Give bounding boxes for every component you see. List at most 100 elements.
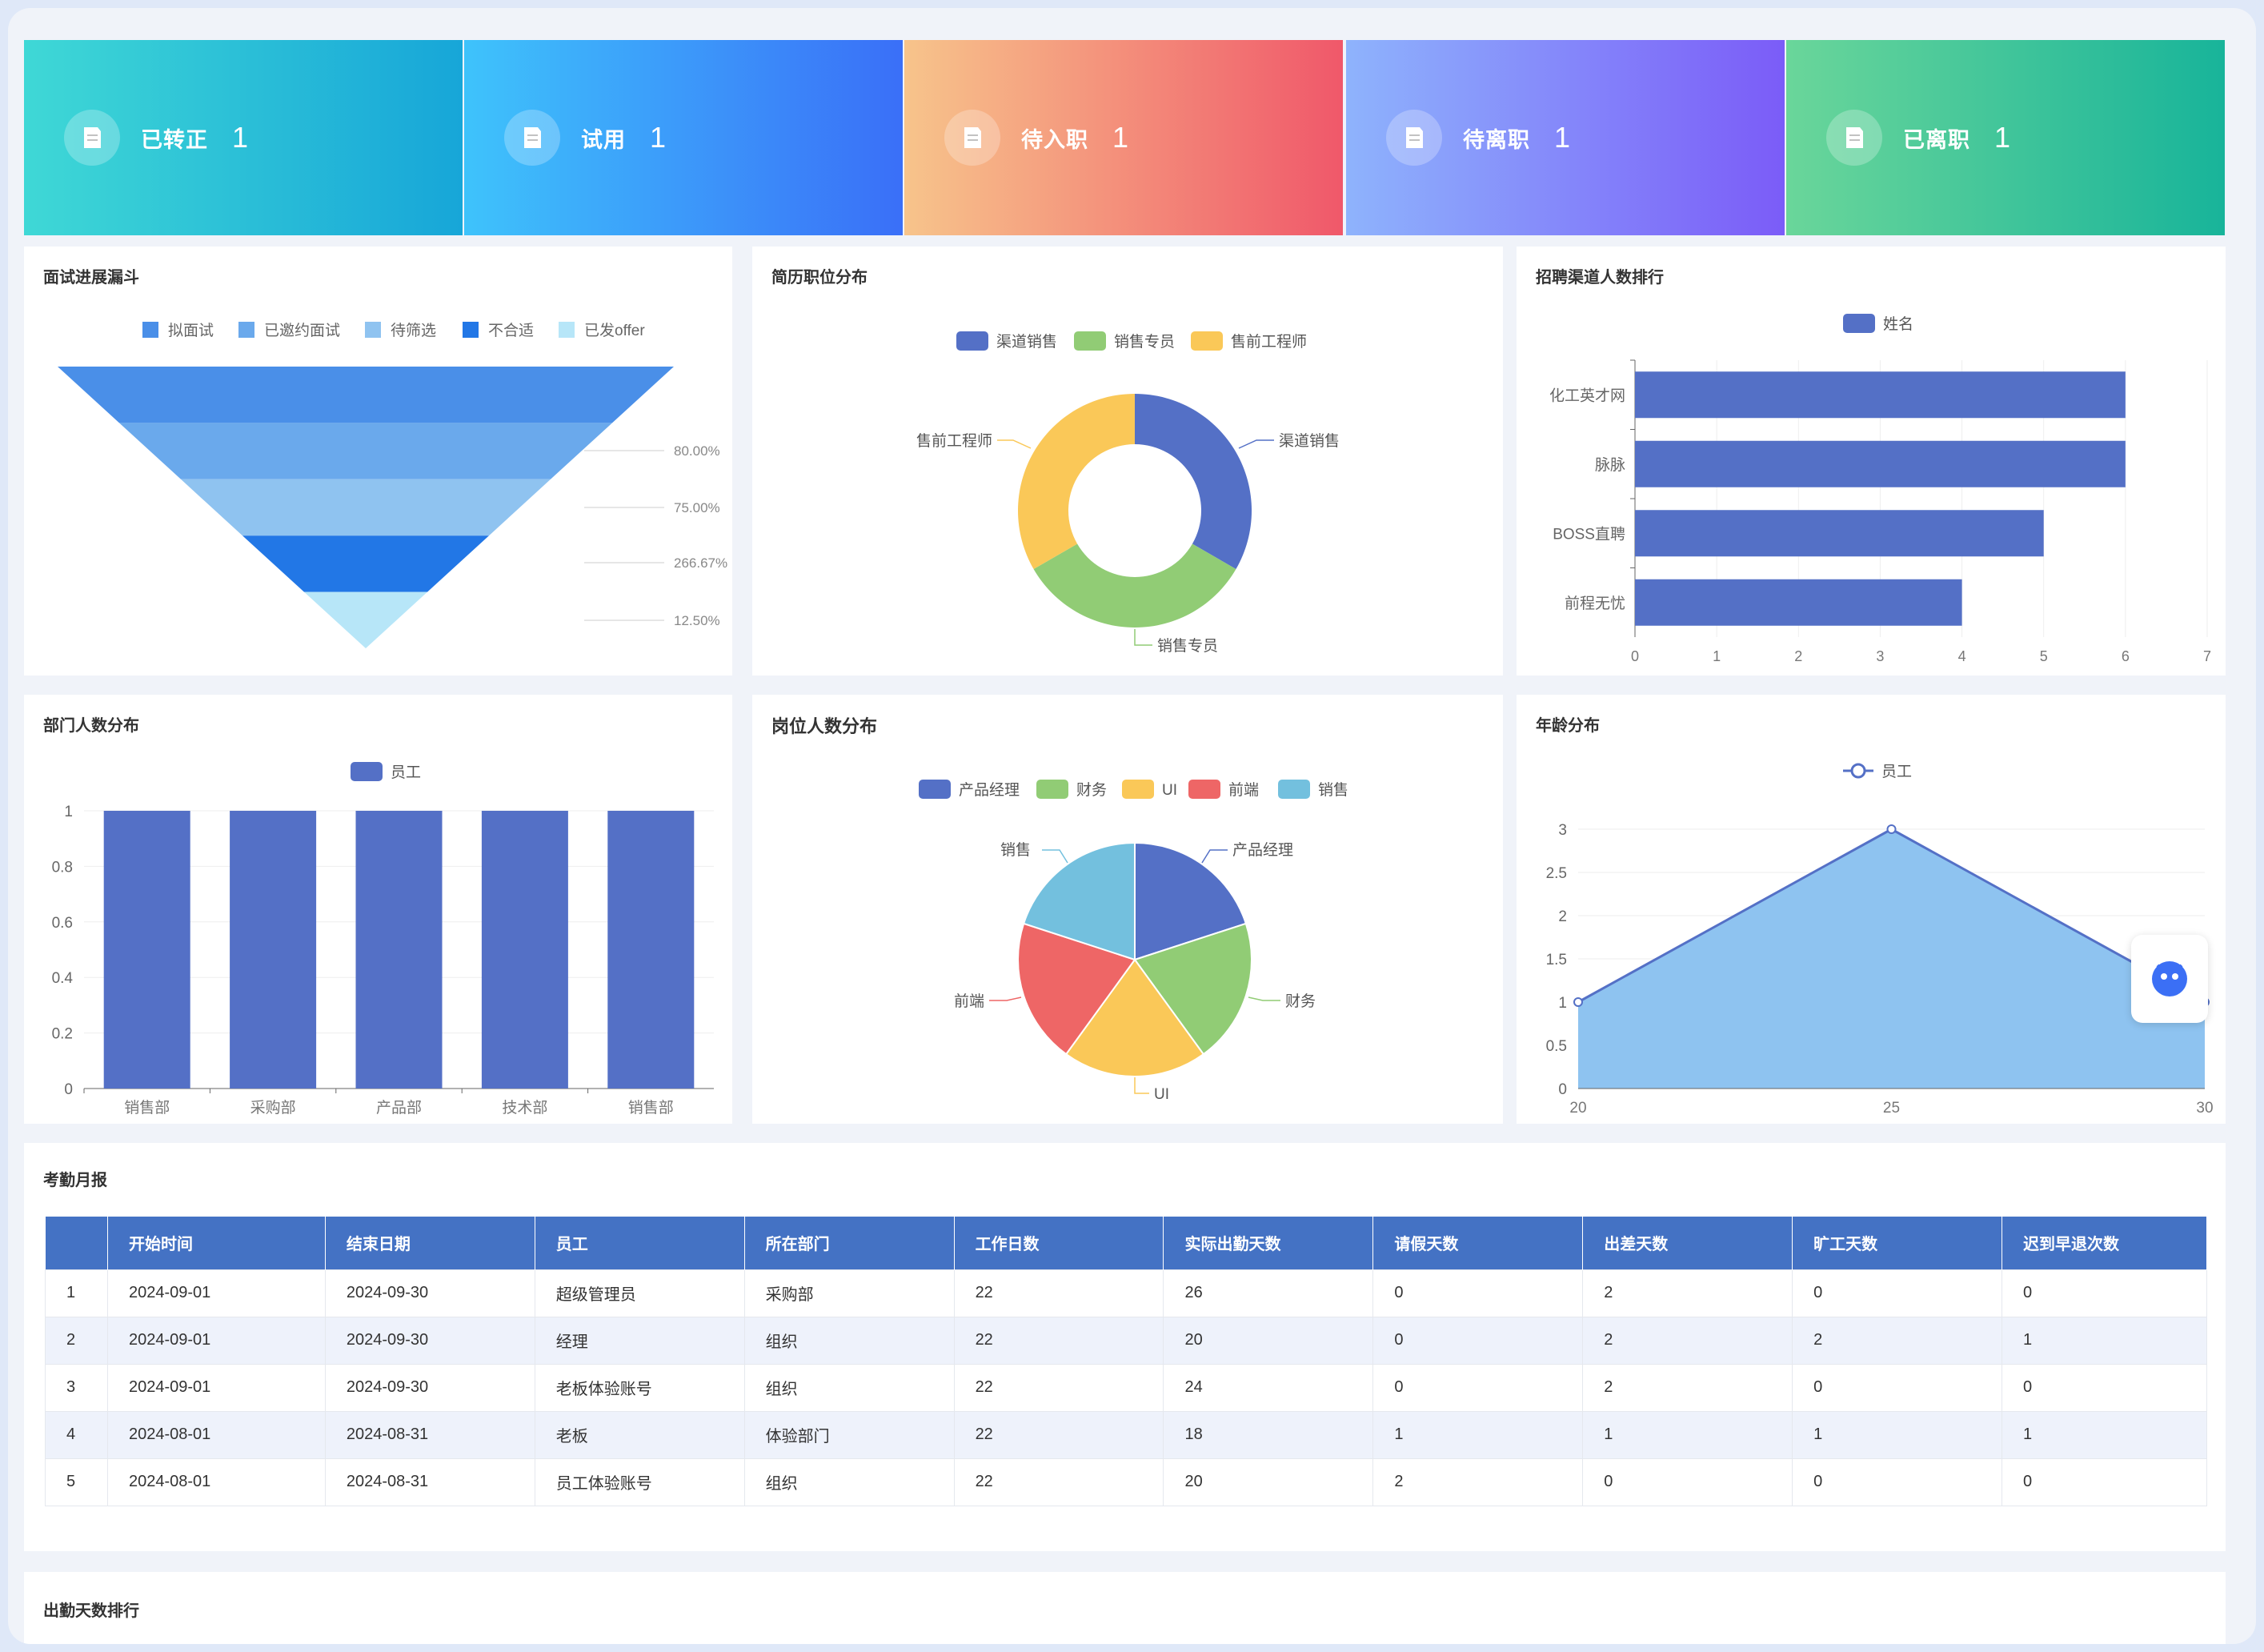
channel-bar[interactable] bbox=[1635, 440, 2126, 487]
legend-swatch bbox=[1036, 780, 1068, 799]
table-row[interactable]: 3 2024-09-01 2024-09-30 老板体验账号 组织 22 24 0 2 0 0 bbox=[45, 1363, 2207, 1412]
stat-label: 已离职 bbox=[1903, 127, 1970, 152]
legend-swatch bbox=[142, 322, 158, 338]
table-cell: 员工体验账号 bbox=[534, 1458, 745, 1506]
column-header[interactable]: 请假天数 bbox=[1372, 1217, 1584, 1269]
legend-label: 财务 bbox=[1076, 781, 1107, 799]
column-header[interactable]: 结束日期 bbox=[325, 1217, 535, 1269]
table-cell: 22 bbox=[953, 1410, 1164, 1459]
y-tick: 0 bbox=[64, 1081, 73, 1098]
column-header[interactable]: 迟到早退次数 bbox=[2002, 1217, 2207, 1269]
table-cell: 1 bbox=[2002, 1410, 2207, 1459]
funnel-layer[interactable] bbox=[58, 367, 674, 423]
y-tick: 1 bbox=[64, 804, 73, 820]
table-cell: 20 bbox=[1163, 1316, 1374, 1365]
table-cell: 采购部 bbox=[743, 1269, 955, 1317]
donut-slice[interactable] bbox=[1033, 543, 1236, 628]
table-cell: 2 bbox=[1582, 1269, 1793, 1317]
stat-card[interactable]: 已转正 1 bbox=[24, 40, 463, 235]
column-header[interactable]: 所在部门 bbox=[744, 1217, 955, 1269]
stat-card[interactable]: 待入职 1 bbox=[904, 40, 1343, 235]
attendance-card: 考勤月报 开始时间 结束日期 员工 所在部门 工作日数 实际出勤天数 请假天数 出差天数 旷工天… bbox=[24, 1143, 2226, 1551]
column-header[interactable]: 出差天数 bbox=[1582, 1217, 1793, 1269]
column-header[interactable]: 实际出勤天数 bbox=[1163, 1217, 1374, 1269]
column-header[interactable]: 开始时间 bbox=[107, 1217, 326, 1269]
x-tick: 销售部 bbox=[628, 1099, 674, 1117]
channel-bar[interactable] bbox=[1635, 510, 2044, 557]
x-tick: 25 bbox=[1883, 1100, 1900, 1117]
column-header[interactable]: 员工 bbox=[535, 1217, 745, 1269]
table-cell: 2024-08-31 bbox=[324, 1410, 535, 1459]
funnel-label: 266.67% bbox=[674, 555, 727, 571]
legend-label: 待筛选 bbox=[391, 322, 436, 339]
dept-bar[interactable] bbox=[230, 811, 317, 1089]
pie-slice[interactable] bbox=[1064, 958, 1205, 1077]
table-row[interactable]: 1 2024-09-01 2024-09-30 超级管理员 采购部 22 26 0 2 0 0 bbox=[45, 1269, 2207, 1317]
resume-card: 简历职位分布 渠道销售 销售专员 售前工程师 渠道销售 销售专员 售前工程师 bbox=[752, 247, 1503, 676]
dept-bar[interactable] bbox=[355, 811, 443, 1089]
table-row[interactable]: 2 2024-09-01 2024-09-30 经理 组织 22 20 0 2 2 1 bbox=[45, 1316, 2207, 1365]
dept-bar[interactable] bbox=[607, 811, 695, 1089]
column-header[interactable]: 旷工天数 bbox=[1792, 1217, 2003, 1269]
legend-label: 产品经理 bbox=[959, 781, 1020, 799]
assistant-button[interactable] bbox=[2131, 935, 2208, 1023]
legend-marker bbox=[1850, 763, 1866, 779]
legend-label: 销售 bbox=[1318, 781, 1348, 799]
channel-bar[interactable] bbox=[1635, 579, 1962, 626]
dept-bar[interactable] bbox=[481, 811, 568, 1089]
ranking-title: 出勤天数排行 bbox=[43, 1602, 139, 1620]
pie-slice[interactable] bbox=[1022, 841, 1136, 961]
data-point[interactable] bbox=[1886, 824, 1897, 834]
label-line bbox=[989, 996, 1022, 1001]
age-area bbox=[1578, 829, 2205, 1089]
age-card: 年龄分布 员工 0 0.5 1 1.5 2 2.5 3 20 25 30 bbox=[1517, 695, 2226, 1124]
stat-card[interactable]: 试用 1 bbox=[464, 40, 903, 235]
table-row[interactable]: 5 2024-08-01 2024-08-31 员工体验账号 组织 22 20 2 0 0 0 bbox=[45, 1458, 2207, 1506]
funnel-layer[interactable] bbox=[304, 591, 427, 648]
table-cell: 1 bbox=[1792, 1410, 2003, 1459]
funnel-label: 75.00% bbox=[674, 500, 720, 515]
post-card: 岗位人数分布 产品经理 财务 UI 前端 销售 产品经理 财务 UI 前端 销售 bbox=[752, 695, 1503, 1124]
table-row[interactable]: 4 2024-08-01 2024-08-31 老板 体验部门 22 18 1 1 1 1 bbox=[45, 1410, 2207, 1459]
y-tick: 脉脉 bbox=[1595, 456, 1625, 474]
channel-bar[interactable] bbox=[1635, 371, 2126, 419]
legend-swatch bbox=[1122, 780, 1154, 799]
legend-label: 员工 bbox=[1881, 764, 1912, 780]
funnel-card: 面试进展漏斗 拟面试 已邀约面试 待筛选 不合适 已发offer 80.00% 75.00%… bbox=[24, 247, 732, 676]
channel-title: 招聘渠道人数排行 bbox=[1536, 269, 1664, 287]
x-tick: 4 bbox=[1958, 648, 1966, 664]
slice-label: 售前工程师 bbox=[916, 432, 992, 450]
dept-bar[interactable] bbox=[103, 811, 190, 1089]
stat-card[interactable]: 已离职 1 bbox=[1786, 40, 2225, 235]
donut-slice[interactable] bbox=[1135, 394, 1252, 569]
pie-slice[interactable] bbox=[1017, 922, 1136, 1056]
y-tick: 0.8 bbox=[52, 859, 73, 876]
legend-swatch bbox=[1278, 780, 1310, 799]
table-cell: 22 bbox=[953, 1316, 1164, 1365]
funnel-layer[interactable] bbox=[181, 479, 551, 536]
stat-card[interactable]: 待离职 1 bbox=[1346, 40, 1785, 235]
column-header[interactable] bbox=[45, 1217, 108, 1269]
funnel-layer[interactable] bbox=[119, 423, 612, 479]
table-cell: 2024-08-31 bbox=[324, 1458, 535, 1506]
legend-swatch bbox=[365, 322, 381, 338]
funnel-layer[interactable] bbox=[242, 535, 489, 592]
table-cell: 2024-08-01 bbox=[106, 1458, 326, 1506]
y-tick: 0.6 bbox=[52, 915, 73, 932]
pie-slice[interactable] bbox=[1133, 922, 1252, 1056]
stat-value: 1 bbox=[232, 121, 249, 154]
table-cell: 经理 bbox=[534, 1316, 745, 1365]
dashboard: 已转正 1 试用 1 待入职 1 bbox=[8, 8, 2256, 1644]
table-cell: 老板 bbox=[534, 1410, 745, 1459]
stat-label: 试用 bbox=[581, 127, 626, 152]
donut-slice[interactable] bbox=[1018, 394, 1135, 569]
y-tick: 2 bbox=[1558, 908, 1567, 925]
y-tick: 前程无忧 bbox=[1565, 595, 1625, 612]
data-point[interactable] bbox=[1573, 997, 1583, 1007]
table-cell: 26 bbox=[1163, 1269, 1374, 1317]
x-tick: 2 bbox=[1794, 648, 1802, 664]
post-title: 岗位人数分布 bbox=[771, 716, 878, 736]
pie-slice[interactable] bbox=[1134, 841, 1248, 961]
column-header[interactable]: 工作日数 bbox=[954, 1217, 1164, 1269]
stat-label: 已转正 bbox=[141, 127, 208, 152]
